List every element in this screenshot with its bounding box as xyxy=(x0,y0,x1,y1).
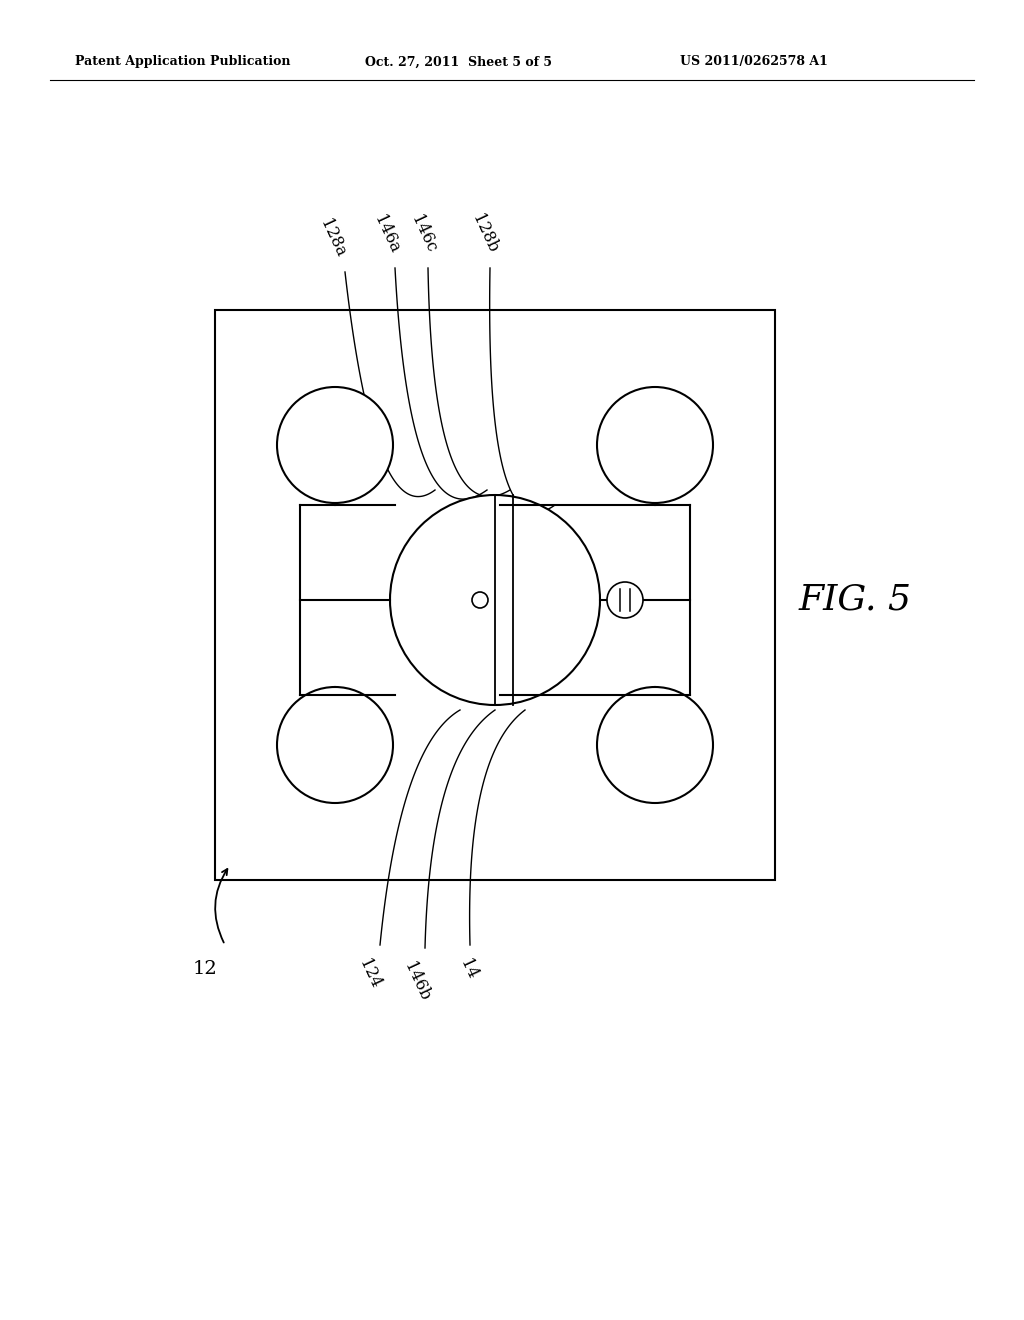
Text: 14: 14 xyxy=(456,957,480,982)
Text: Patent Application Publication: Patent Application Publication xyxy=(75,55,291,69)
Circle shape xyxy=(278,686,393,803)
Text: 128b: 128b xyxy=(469,211,502,256)
Bar xyxy=(215,310,775,880)
Circle shape xyxy=(472,591,488,609)
Text: Oct. 27, 2011  Sheet 5 of 5: Oct. 27, 2011 Sheet 5 of 5 xyxy=(365,55,552,69)
Text: 146b: 146b xyxy=(400,960,433,1005)
Circle shape xyxy=(278,387,393,503)
Circle shape xyxy=(597,686,713,803)
Text: 124: 124 xyxy=(356,957,384,991)
Text: 146a: 146a xyxy=(371,213,403,256)
Circle shape xyxy=(597,387,713,503)
Text: 146c: 146c xyxy=(407,213,439,256)
Text: FIG. 5: FIG. 5 xyxy=(799,583,911,616)
Text: 12: 12 xyxy=(193,960,217,978)
Circle shape xyxy=(390,495,600,705)
Text: US 2011/0262578 A1: US 2011/0262578 A1 xyxy=(680,55,827,69)
Circle shape xyxy=(607,582,643,618)
Text: 128a: 128a xyxy=(316,216,349,260)
